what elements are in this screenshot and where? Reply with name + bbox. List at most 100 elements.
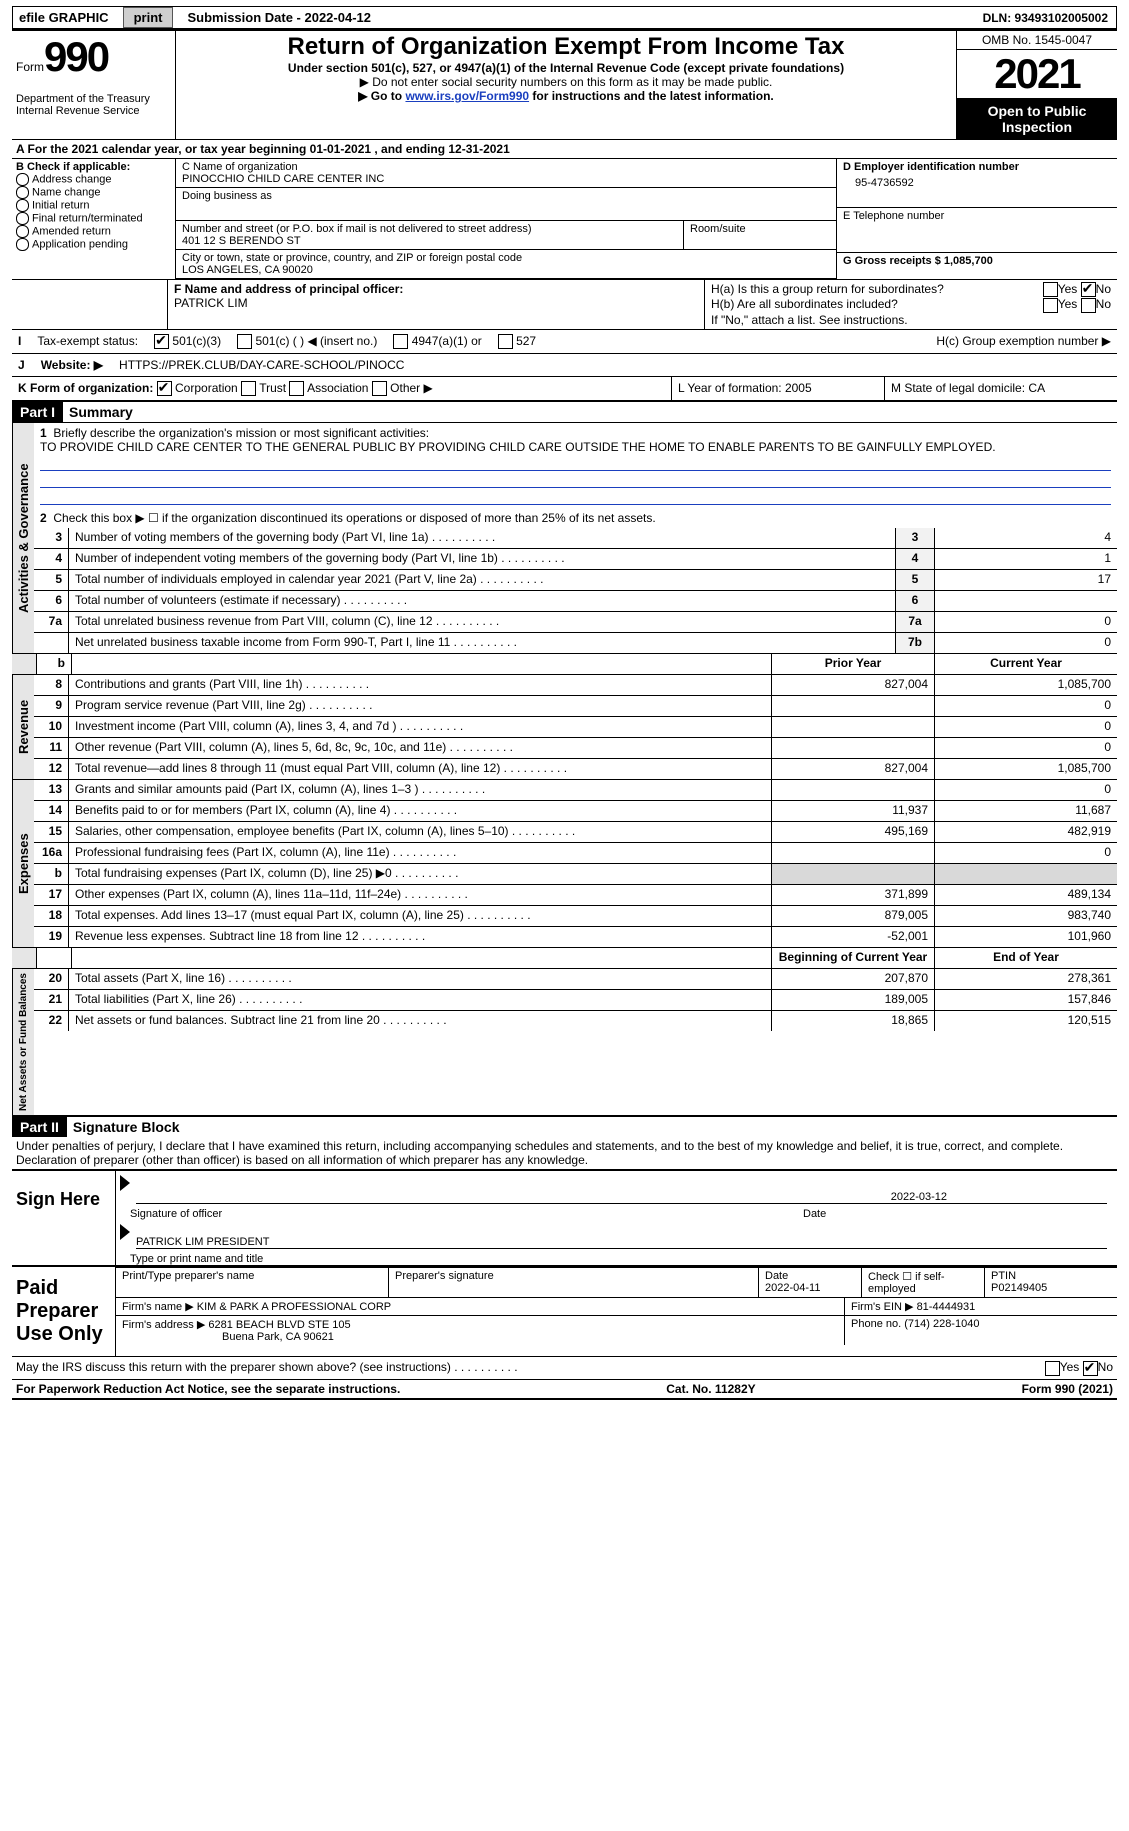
paid-preparer-label: Paid Preparer Use Only [12, 1267, 116, 1356]
website-value: HTTPS://PREK.CLUB/DAY-CARE-SCHOOL/PINOCC [119, 358, 404, 372]
gross-receipts: G Gross receipts $ 1,085,700 [843, 255, 993, 267]
table-row: 18Total expenses. Add lines 13–17 (must … [34, 905, 1117, 926]
hdr-prior-year: Prior Year [771, 654, 934, 674]
row-i-tax-status: I Tax-exempt status: 501(c)(3) 501(c) ( … [12, 329, 1117, 353]
note-goto-pre: ▶ Go to [358, 89, 405, 103]
form-org-label: K Form of organization: [18, 381, 153, 395]
col-b-header: B Check if applicable: [16, 161, 130, 173]
room-suite-label: Room/suite [684, 221, 836, 250]
table-row: 21Total liabilities (Part X, line 26)189… [34, 989, 1117, 1010]
table-row: 14Benefits paid to or for members (Part … [34, 800, 1117, 821]
prep-name-label: Print/Type preparer's name [116, 1268, 389, 1297]
hdr-current-year: Current Year [934, 654, 1117, 674]
mission-text: TO PROVIDE CHILD CARE CENTER TO THE GENE… [40, 440, 996, 454]
form-title: Return of Organization Exempt From Incom… [180, 33, 952, 61]
note-ssn: ▶ Do not enter social security numbers o… [180, 75, 952, 89]
chk-final-return[interactable]: Final return/terminated [32, 212, 143, 224]
ptin-value: P02149405 [991, 1282, 1047, 1294]
part-2-title: Signature Block [67, 1119, 180, 1135]
firm-ein: 81-4444931 [917, 1301, 976, 1313]
table-row: 12Total revenue—add lines 8 through 11 (… [34, 758, 1117, 779]
sig-date-value: 2022-03-12 [891, 1191, 947, 1203]
perjury-declaration: Under penalties of perjury, I declare th… [12, 1137, 1117, 1169]
omb-number: OMB No. 1545-0047 [957, 31, 1117, 50]
part-1-title: Summary [63, 404, 133, 420]
table-row: 3Number of voting members of the governi… [34, 528, 1117, 548]
sign-here-label: Sign Here [12, 1171, 116, 1265]
form-header: Form990 Department of the Treasury Inter… [12, 29, 1117, 139]
row-k-l-m: K Form of organization: Corporation Trus… [12, 376, 1117, 400]
table-row: 9Program service revenue (Part VIII, lin… [34, 695, 1117, 716]
part-2-header: Part II [12, 1117, 67, 1137]
open-to-public: Open to Public Inspection [957, 99, 1117, 139]
org-name-label: C Name of organization [182, 161, 830, 173]
chk-name-change[interactable]: Name change [32, 186, 101, 198]
sign-here-section: Sign Here 2022-03-12 Signature of office… [12, 1169, 1117, 1265]
section-net-assets: Net Assets or Fund Balances 20Total asse… [12, 968, 1117, 1115]
arrow-icon [120, 1224, 130, 1240]
chk-amended[interactable]: Amended return [32, 225, 111, 237]
hdr-begin-year: Beginning of Current Year [771, 948, 934, 968]
tax-status-label: Tax-exempt status: [37, 334, 138, 348]
arrow-icon [120, 1175, 130, 1191]
table-row: 4Number of independent voting members of… [34, 548, 1117, 569]
ein-value: 95-4736592 [843, 173, 1111, 193]
vert-label-revenue: Revenue [12, 675, 34, 779]
sig-name-value: PATRICK LIM PRESIDENT [136, 1224, 1107, 1249]
dept-treasury: Department of the Treasury [16, 93, 171, 105]
note-goto-post: for instructions and the latest informat… [529, 89, 774, 103]
chk-address-change[interactable]: Address change [32, 173, 112, 185]
h-note: If "No," attach a list. See instructions… [711, 313, 1111, 327]
table-row: 8Contributions and grants (Part VIII, li… [34, 675, 1117, 695]
chk-initial-return[interactable]: Initial return [32, 199, 89, 211]
paperwork-notice: For Paperwork Reduction Act Notice, see … [16, 1382, 400, 1396]
state-domicile: M State of legal domicile: CA [884, 377, 1117, 400]
irs-link[interactable]: www.irs.gov/Form990 [405, 89, 529, 103]
firm-phone: (714) 228-1040 [904, 1318, 979, 1330]
prep-sig-label: Preparer's signature [389, 1268, 759, 1297]
h-a-label: H(a) Is this a group return for subordin… [711, 282, 1043, 297]
discuss-question: May the IRS discuss this return with the… [16, 1360, 518, 1375]
table-row: 20Total assets (Part X, line 16)207,8702… [34, 969, 1117, 989]
year-formation: L Year of formation: 2005 [671, 377, 884, 400]
section-revenue: Revenue 8Contributions and grants (Part … [12, 674, 1117, 779]
print-button[interactable]: print [123, 7, 174, 28]
table-row: 22Net assets or fund balances. Subtract … [34, 1010, 1117, 1031]
section-activities-governance: Activities & Governance 1 Briefly descri… [12, 422, 1117, 653]
firm-addr-2: Buena Park, CA 90621 [222, 1331, 334, 1343]
chk-application-pending[interactable]: Application pending [32, 238, 128, 250]
tax-year: 2021 [957, 50, 1117, 99]
firm-name: KIM & PARK A PROFESSIONAL CORP [197, 1301, 391, 1313]
city-value: LOS ANGELES, CA 90020 [182, 264, 830, 276]
sig-officer-label: Signature of officer [130, 1208, 803, 1220]
firm-addr-1: 6281 BEACH BLVD STE 105 [208, 1319, 350, 1331]
section-expenses: Expenses 13Grants and similar amounts pa… [12, 779, 1117, 947]
table-row: 10Investment income (Part VIII, column (… [34, 716, 1117, 737]
efile-label: efile GRAPHIC [13, 8, 115, 27]
h-c-label: H(c) Group exemption number ▶ [936, 334, 1111, 348]
table-row: bTotal fundraising expenses (Part IX, co… [34, 863, 1117, 884]
table-row: 6Total number of volunteers (estimate if… [34, 590, 1117, 611]
part-1-header: Part I [12, 402, 63, 422]
submission-date: Submission Date - 2022-04-12 [181, 8, 377, 27]
officer-name: PATRICK LIM [174, 296, 248, 310]
vert-label-ag: Activities & Governance [12, 423, 34, 653]
cat-number: Cat. No. 11282Y [666, 1382, 755, 1396]
table-row: 5Total number of individuals employed in… [34, 569, 1117, 590]
row-a-calendar-year: A For the 2021 calendar year, or tax yea… [12, 139, 1117, 158]
paid-preparer-section: Paid Preparer Use Only Print/Type prepar… [12, 1265, 1117, 1356]
website-label: Website: ▶ [41, 358, 103, 372]
row-f-h: F Name and address of principal officer:… [12, 279, 1117, 329]
dba-label: Doing business as [182, 190, 830, 202]
form-number: 990 [44, 33, 108, 80]
table-row: 17Other expenses (Part IX, column (A), l… [34, 884, 1117, 905]
h-b-label: H(b) Are all subordinates included? [711, 297, 1043, 312]
vert-label-expenses: Expenses [12, 780, 34, 947]
top-bar: efile GRAPHIC print Submission Date - 20… [12, 6, 1117, 29]
dln-label: DLN: 93493102005002 [975, 9, 1116, 27]
addr-value: 401 12 S BERENDO ST [182, 235, 677, 247]
table-row: 16aProfessional fundraising fees (Part I… [34, 842, 1117, 863]
officer-label: F Name and address of principal officer: [174, 282, 403, 296]
table-row: 7aTotal unrelated business revenue from … [34, 611, 1117, 632]
form-word: Form [16, 60, 44, 74]
